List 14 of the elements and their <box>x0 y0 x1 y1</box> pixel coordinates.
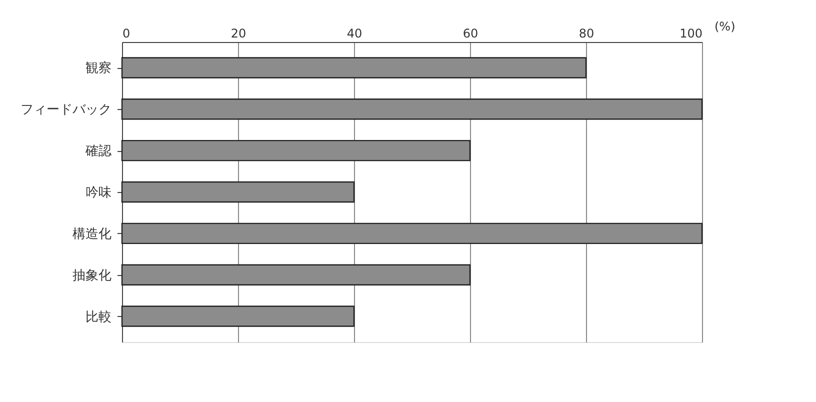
x-tick-label: 20 <box>230 26 246 40</box>
x-tick-label: 100 <box>680 26 702 40</box>
x-tick-label: 60 <box>462 26 478 40</box>
y-tick-label: 吟味 <box>86 186 112 200</box>
y-tick-label: 抽象化 <box>72 268 112 284</box>
y-tick-label: フィードバック <box>20 102 112 118</box>
x-axis-title: (%) <box>714 20 736 34</box>
y-tick-label: 確認 <box>84 144 112 160</box>
x-tick-label: 80 <box>578 26 594 40</box>
y-tick-label: 比較 <box>86 310 112 325</box>
y-tick-label: 観察 <box>86 60 112 76</box>
y-tick-label: 構造化 <box>72 226 112 242</box>
x-tick-label: 40 <box>346 26 362 40</box>
x-tick-label: 0 <box>122 26 130 40</box>
